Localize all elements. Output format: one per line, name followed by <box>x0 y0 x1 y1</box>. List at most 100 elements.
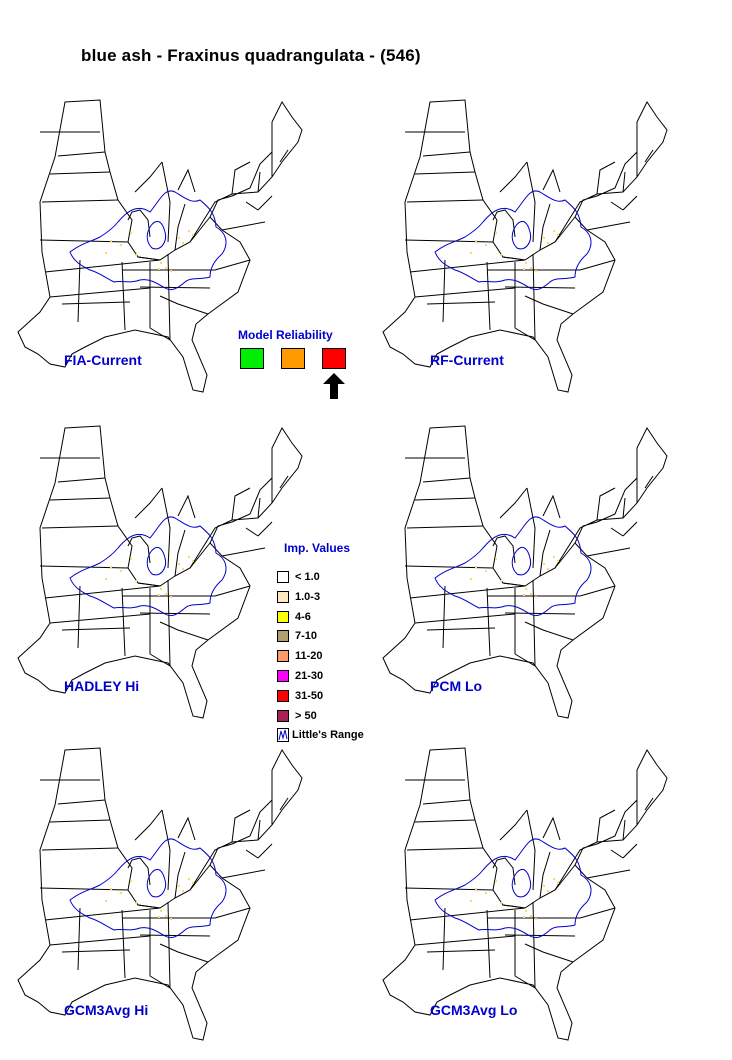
state-border <box>404 565 494 569</box>
state-border <box>257 521 273 537</box>
state-border <box>149 975 171 989</box>
importance-value-dot <box>470 900 472 902</box>
state-border <box>596 161 616 195</box>
state-border <box>49 287 151 298</box>
legend-item: 1.0-3 <box>277 590 320 604</box>
state-border <box>492 535 516 564</box>
coastline-outline <box>382 425 668 719</box>
state-border <box>596 809 616 843</box>
importance-value-dot <box>485 892 487 894</box>
importance-value-dot <box>160 588 162 590</box>
state-border <box>257 171 261 193</box>
importance-value-dot <box>470 252 472 254</box>
state-border <box>189 216 211 243</box>
importance-value-dot <box>188 556 190 558</box>
legend-swatch <box>277 689 289 702</box>
importance-value-dot <box>120 570 122 572</box>
map-panel-fia-current <box>10 92 310 412</box>
littles-range-line <box>434 838 592 939</box>
littles-range-line <box>434 190 592 291</box>
state-border <box>532 579 536 667</box>
state-border <box>121 261 126 331</box>
map-label-rf-current: RF-Current <box>430 352 504 368</box>
importance-value-dot <box>178 237 180 239</box>
importance-value-dot <box>543 563 545 565</box>
importance-value-dot <box>523 268 525 270</box>
importance-value-dot <box>523 916 525 918</box>
map-panel-pcm-lo <box>375 418 675 738</box>
state-border <box>245 201 259 211</box>
us-states-map <box>17 747 303 1041</box>
state-border <box>442 585 446 649</box>
state-border <box>167 253 171 341</box>
state-border <box>414 819 476 823</box>
range-line-icon <box>277 728 289 743</box>
importance-value-dot <box>170 596 172 598</box>
importance-value-dot <box>535 596 537 598</box>
importance-value-dot <box>543 237 545 239</box>
model-reliability-title: Model Reliability <box>238 328 333 342</box>
state-border <box>214 585 251 597</box>
state-border <box>524 943 574 963</box>
legend-item: 21-30 <box>277 669 323 683</box>
state-border <box>542 168 561 193</box>
importance-value-dot <box>165 267 167 269</box>
state-border <box>586 869 631 879</box>
coastline-outline <box>17 747 303 1041</box>
importance-value-dot <box>135 254 137 256</box>
importance-value-dot <box>120 244 122 246</box>
state-border <box>161 487 171 569</box>
importance-value-dot <box>158 268 160 270</box>
importance-value-dot <box>535 270 537 272</box>
state-border <box>39 887 129 891</box>
state-border <box>39 239 129 243</box>
state-border <box>644 149 654 163</box>
littles-range-line <box>511 868 532 898</box>
legend-label: 31-50 <box>295 689 324 702</box>
us-states-map <box>382 747 668 1041</box>
state-border <box>579 907 616 919</box>
littles-range-line <box>511 220 532 250</box>
state-border <box>499 487 528 519</box>
state-border <box>177 168 196 193</box>
importance-value-dot <box>192 560 194 562</box>
state-border <box>622 171 626 193</box>
importance-value-dot <box>557 234 559 236</box>
legend-swatch <box>277 670 289 682</box>
map-panel-gcm3avg-hi <box>10 740 310 1060</box>
importance-value-dot <box>495 558 497 560</box>
state-border <box>406 199 484 203</box>
littles-range-line <box>146 868 167 898</box>
importance-value-dot <box>547 568 549 570</box>
reliability-medium-box <box>281 348 305 369</box>
state-border <box>622 195 638 211</box>
littles-range-line <box>69 190 227 291</box>
state-border <box>514 975 536 989</box>
state-border <box>554 864 576 891</box>
state-border <box>542 494 561 519</box>
importance-value-dot <box>557 560 559 562</box>
legend-label: Little's Range <box>292 729 364 742</box>
legend-swatch <box>277 709 289 722</box>
importance-value-dot <box>553 878 555 880</box>
importance-value-dot <box>120 892 122 894</box>
state-border <box>539 529 551 577</box>
legend-swatch <box>277 610 289 623</box>
legend-item: 7-10 <box>277 629 317 643</box>
state-border <box>499 161 528 193</box>
state-border <box>526 161 536 243</box>
importance-value-dot <box>535 918 537 920</box>
state-border <box>414 171 476 175</box>
coastline-outline <box>382 99 668 393</box>
state-border <box>159 621 209 641</box>
state-border <box>422 151 471 157</box>
state-border <box>231 487 251 521</box>
importance-value-dot <box>543 885 545 887</box>
state-border <box>409 259 526 273</box>
state-border <box>44 585 161 599</box>
state-border <box>622 497 626 519</box>
state-border <box>514 653 536 667</box>
state-border <box>442 907 446 971</box>
importance-value-dot <box>135 580 137 582</box>
legend-label: 4-6 <box>295 610 311 623</box>
